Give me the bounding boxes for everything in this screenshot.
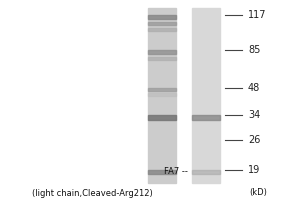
Bar <box>148 88 176 91</box>
Bar <box>192 170 220 174</box>
Text: 85: 85 <box>248 45 260 55</box>
Bar <box>148 28 176 31</box>
Bar <box>148 15 176 19</box>
Text: 19: 19 <box>248 165 260 175</box>
Text: 117: 117 <box>248 10 266 20</box>
Bar <box>148 8 176 183</box>
Text: FA7 --: FA7 -- <box>164 168 188 176</box>
Bar <box>148 170 176 174</box>
Bar <box>148 50 176 54</box>
Text: 48: 48 <box>248 83 260 93</box>
Text: 34: 34 <box>248 110 260 120</box>
Text: (light chain,Cleaved-Arg212): (light chain,Cleaved-Arg212) <box>32 188 152 198</box>
Bar <box>148 93 176 96</box>
Bar <box>192 8 220 183</box>
Bar <box>192 115 220 120</box>
Bar <box>148 22 176 25</box>
Text: (kD): (kD) <box>249 188 267 198</box>
Bar <box>148 115 176 120</box>
Text: 26: 26 <box>248 135 260 145</box>
Bar <box>148 57 176 60</box>
